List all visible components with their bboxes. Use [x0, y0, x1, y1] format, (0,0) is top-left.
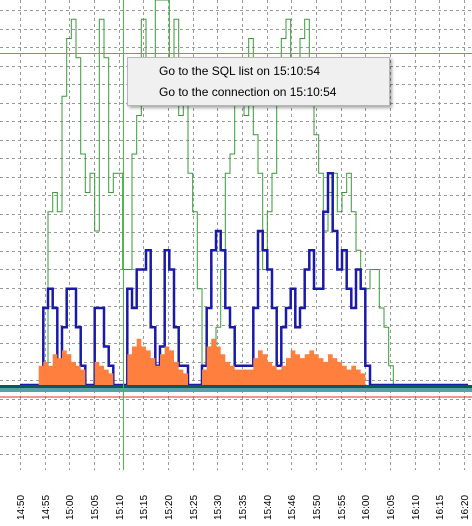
baseline-band-dark [0, 385, 472, 388]
x-tick-label: 15:20 [164, 495, 175, 520]
x-tick-label: 15:40 [263, 495, 274, 520]
x-tick-label: 14:55 [41, 495, 52, 520]
x-tick-label: 15:10 [115, 495, 126, 520]
x-tick-label: 15:55 [337, 495, 348, 520]
x-tick-label: 16:20 [460, 495, 471, 520]
x-tick-label: 15:50 [312, 495, 323, 520]
menu-item-go-to-sql-list[interactable]: Go to the SQL list on 15:10:54 [159, 64, 320, 78]
time-cursor [0, 0, 472, 470]
series-2-area [20, 338, 468, 385]
series-1-line [20, 171, 468, 387]
chart-baseline [0, 385, 472, 398]
x-tick-label: 15:15 [139, 495, 150, 520]
series-layer [20, 0, 468, 387]
x-tick-label: 15:00 [65, 495, 76, 520]
baseline-band-light [0, 388, 472, 392]
context-menu: Go to the SQL list on 15:10:54 Go to the… [127, 57, 390, 106]
x-tick-label: 16:15 [435, 495, 446, 520]
x-axis-labels: 14:50 14:55 15:00 15:05 15:10 15:15 15:20 15:25… [16, 495, 471, 520]
menu-item-go-to-connection[interactable]: Go to the connection on 15:10:54 [159, 85, 337, 99]
x-tick-label: 15:05 [90, 495, 101, 520]
x-tick-label: 15:25 [189, 495, 200, 520]
x-tick-label: 15:46 [287, 495, 298, 520]
x-tick-label: 16:00 [361, 495, 372, 520]
x-tick-label: 16:10 [411, 495, 422, 520]
x-tick-label: 16:05 [386, 495, 397, 520]
x-tick-label: 15:30 [213, 495, 224, 520]
x-tick-label: 15:35 [238, 495, 249, 520]
x-tick-label: 14:50 [16, 495, 27, 520]
